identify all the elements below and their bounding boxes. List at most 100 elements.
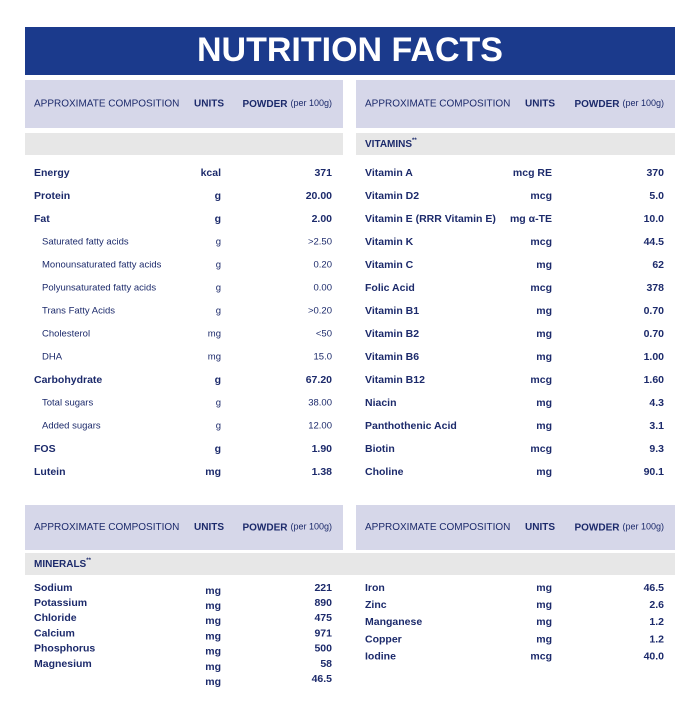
header-per: (per 100g) bbox=[290, 522, 332, 532]
row-unit: g bbox=[216, 421, 221, 432]
row-unit: mg bbox=[208, 329, 221, 340]
row-name: Protein bbox=[34, 190, 70, 202]
row-unit: mg bbox=[536, 351, 552, 363]
header-powder: POWDER (per 100g) bbox=[574, 522, 664, 533]
row-unit: g bbox=[215, 374, 221, 386]
row-name: Zinc bbox=[365, 599, 387, 611]
row-name: Biotin bbox=[365, 443, 395, 455]
row-name: Monounsaturated fatty acids bbox=[42, 260, 162, 271]
row-name: FOS bbox=[34, 443, 56, 455]
row-name: Niacin bbox=[365, 397, 397, 409]
row-unit: g bbox=[216, 260, 221, 271]
row-name: Lutein bbox=[34, 466, 66, 478]
row-value: 0.20 bbox=[314, 260, 333, 271]
row-name: Potassium bbox=[34, 597, 87, 609]
row-name: Folic Acid bbox=[365, 282, 415, 294]
header-units: UNITS bbox=[194, 522, 224, 533]
row-value: 0.00 bbox=[314, 283, 333, 294]
row-name: Added sugars bbox=[42, 421, 101, 432]
row-name: Vitamin B6 bbox=[365, 351, 419, 363]
header-composition: APPROXIMATE COMPOSITION bbox=[34, 522, 179, 533]
header-units: UNITS bbox=[525, 522, 555, 533]
header-per: (per 100g) bbox=[622, 98, 664, 108]
row-name: Calcium bbox=[34, 627, 75, 639]
row-name: Fat bbox=[34, 213, 50, 225]
row-unit: mcg bbox=[530, 282, 552, 294]
row-value: 500 bbox=[314, 643, 332, 655]
row-name: Magnesium bbox=[34, 658, 92, 670]
row-name: Trans Fatty Acids bbox=[42, 306, 115, 317]
row-unit: mg bbox=[536, 599, 552, 611]
row-name: Carbohydrate bbox=[34, 374, 102, 386]
row-value: 20.00 bbox=[306, 190, 332, 202]
row-unit: g bbox=[216, 283, 221, 294]
row-unit: mg bbox=[536, 582, 552, 594]
row-unit: mg bbox=[205, 615, 221, 627]
row-unit: g bbox=[215, 190, 221, 202]
row-name: Cholesterol bbox=[42, 329, 90, 340]
row-value: 890 bbox=[314, 597, 332, 609]
row-unit: mg bbox=[536, 466, 552, 478]
row-name: Polyunsaturated fatty acids bbox=[42, 283, 156, 294]
row-value: >2.50 bbox=[308, 237, 332, 248]
row-unit: mg bbox=[205, 676, 221, 688]
header-composition: APPROXIMATE COMPOSITION bbox=[34, 99, 179, 110]
row-unit: mcg bbox=[530, 651, 552, 663]
header-composition: APPROXIMATE COMPOSITION bbox=[365, 99, 510, 110]
row-name: Copper bbox=[365, 633, 402, 645]
row-unit: mg α-TE bbox=[510, 213, 552, 225]
row-value: 12.00 bbox=[308, 421, 332, 432]
row-unit: g bbox=[216, 398, 221, 409]
header-composition: APPROXIMATE COMPOSITION bbox=[365, 522, 510, 533]
row-unit: mcg RE bbox=[513, 167, 552, 179]
row-unit: mg bbox=[536, 616, 552, 628]
header-powder-label: POWDER bbox=[242, 522, 288, 533]
row-value: 1.2 bbox=[649, 616, 664, 628]
row-name: Total sugars bbox=[42, 398, 93, 409]
row-name: Energy bbox=[34, 167, 70, 179]
row-value: <50 bbox=[316, 329, 332, 340]
row-value: 10.0 bbox=[644, 213, 665, 225]
row-unit: mg bbox=[536, 397, 552, 409]
row-unit: kcal bbox=[201, 167, 222, 179]
section-label: VITAMINS** bbox=[365, 138, 417, 150]
row-unit: g bbox=[216, 306, 221, 317]
row-value: 62 bbox=[652, 259, 664, 271]
section-label: MINERALS** bbox=[34, 558, 92, 570]
row-unit: mcg bbox=[530, 190, 552, 202]
row-unit: mg bbox=[205, 466, 221, 478]
header-powder-label: POWDER bbox=[574, 99, 620, 110]
header-powder: POWDER (per 100g) bbox=[242, 98, 332, 109]
row-value: 2.00 bbox=[312, 213, 333, 225]
section-mark: ** bbox=[86, 558, 91, 564]
row-name: Manganese bbox=[365, 616, 422, 628]
header-band bbox=[25, 80, 343, 128]
header-band bbox=[356, 80, 675, 128]
header-powder: POWDER (per 100g) bbox=[242, 522, 332, 533]
row-name: Iron bbox=[365, 582, 385, 594]
section-name: MINERALS bbox=[34, 559, 87, 570]
row-name: Saturated fatty acids bbox=[42, 237, 129, 248]
row-value: 4.3 bbox=[649, 397, 664, 409]
header-per: (per 100g) bbox=[622, 522, 664, 532]
row-name: Choline bbox=[365, 466, 404, 478]
row-unit: mg bbox=[536, 328, 552, 340]
row-name: Vitamin D2 bbox=[365, 190, 419, 202]
header-per: (per 100g) bbox=[290, 98, 332, 108]
row-value: 90.1 bbox=[644, 466, 665, 478]
header-powder-label: POWDER bbox=[574, 522, 620, 533]
row-unit: g bbox=[216, 237, 221, 248]
row-value: 67.20 bbox=[306, 374, 332, 386]
row-value: 1.00 bbox=[644, 351, 665, 363]
row-unit: mg bbox=[536, 259, 552, 271]
row-name: Vitamin B12 bbox=[365, 374, 425, 386]
row-unit: mg bbox=[536, 633, 552, 645]
section-band bbox=[25, 553, 675, 575]
header-units: UNITS bbox=[525, 99, 555, 110]
row-value: 44.5 bbox=[644, 236, 665, 248]
row-value: 2.6 bbox=[649, 599, 664, 611]
row-value: 371 bbox=[314, 167, 332, 179]
row-value: 9.3 bbox=[649, 443, 664, 455]
row-value: 46.5 bbox=[644, 582, 665, 594]
